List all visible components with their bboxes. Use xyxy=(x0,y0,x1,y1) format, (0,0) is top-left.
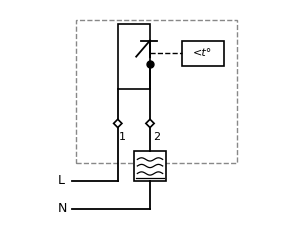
Bar xyxy=(76,20,238,163)
Bar xyxy=(134,151,166,181)
Bar xyxy=(182,41,224,66)
Text: L: L xyxy=(58,175,65,188)
Text: 2: 2 xyxy=(153,132,161,142)
Polygon shape xyxy=(114,119,122,127)
Text: N: N xyxy=(58,202,67,215)
Polygon shape xyxy=(146,119,154,127)
Text: 1: 1 xyxy=(119,132,126,142)
Bar xyxy=(118,24,150,89)
Text: <t°: <t° xyxy=(193,48,213,58)
